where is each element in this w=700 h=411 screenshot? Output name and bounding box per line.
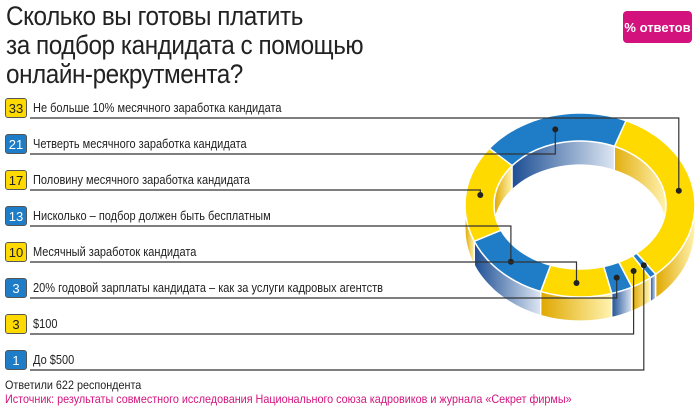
value-badge: 13 <box>5 206 27 226</box>
leader-line <box>30 129 556 155</box>
category-label: Половину месячного заработка кандидата <box>33 173 251 187</box>
slice <box>488 112 628 167</box>
title-line: за подбор кандидата с помощью <box>6 30 364 60</box>
leader-line <box>30 271 635 335</box>
leader-line <box>30 277 618 299</box>
title-line: онлайн-рекрутмента? <box>6 59 243 89</box>
legend-row: 3 20% годовой зарплаты кандидата – как за… <box>5 277 431 299</box>
value-badge: 33 <box>5 98 27 118</box>
legend-row: 21 Четверть месячного заработка кандидата <box>5 133 276 155</box>
leader-lines <box>30 117 682 371</box>
category-label: $100 <box>33 317 58 331</box>
title-line: Сколько вы готовы платить <box>6 1 303 31</box>
legend-row: 13 Нисколько – подбор должен быть бесплат… <box>5 205 303 227</box>
category-label: Не больше 10% месячного заработка кандид… <box>33 101 282 115</box>
leader-line <box>30 265 645 371</box>
value-badge: 17 <box>5 170 27 190</box>
leader-dot <box>640 262 647 269</box>
value-badge: 1 <box>5 350 27 370</box>
legend-row: 33 Не больше 10% месячного заработка канд… <box>5 97 315 119</box>
legend-row: 10 Месячный заработок кандидата <box>5 241 219 263</box>
legend-row: 3 $100 <box>5 313 61 335</box>
chart-title: Сколько вы готовы платить за подбор канд… <box>6 2 636 89</box>
leader-line <box>30 225 512 262</box>
legend-row: 17 Половину месячного заработка кандидата <box>5 169 280 191</box>
unit-badge: % ответов <box>623 11 692 43</box>
leader-dot <box>613 274 620 281</box>
leader-dot <box>477 192 484 198</box>
category-label: До $500 <box>33 353 75 367</box>
category-label: Четверть месячного заработка кандидата <box>33 137 247 151</box>
leader-line <box>30 117 680 191</box>
category-label: Нисколько – подбор должен быть бесплатны… <box>33 209 271 223</box>
value-badge: 3 <box>5 314 27 334</box>
leader-line <box>30 261 578 283</box>
value-badge: 3 <box>5 278 27 298</box>
leader-dot <box>552 126 559 133</box>
leader-dot <box>630 268 637 274</box>
value-badge: 10 <box>5 242 27 262</box>
source-note: Источник: результаты совместного исследо… <box>5 392 572 406</box>
respondents-note: Ответили 622 респондента <box>5 378 142 392</box>
category-label: 20% годовой зарплаты кандидата – как за … <box>33 281 383 295</box>
slice-outer-wall <box>649 272 657 304</box>
legend-row: 1 До $500 <box>5 349 80 371</box>
leader-dot <box>573 280 580 286</box>
category-label: Месячный заработок кандидата <box>33 245 197 259</box>
value-badge: 21 <box>5 134 27 154</box>
ring-sides <box>464 140 696 322</box>
leader-dot <box>675 187 682 194</box>
